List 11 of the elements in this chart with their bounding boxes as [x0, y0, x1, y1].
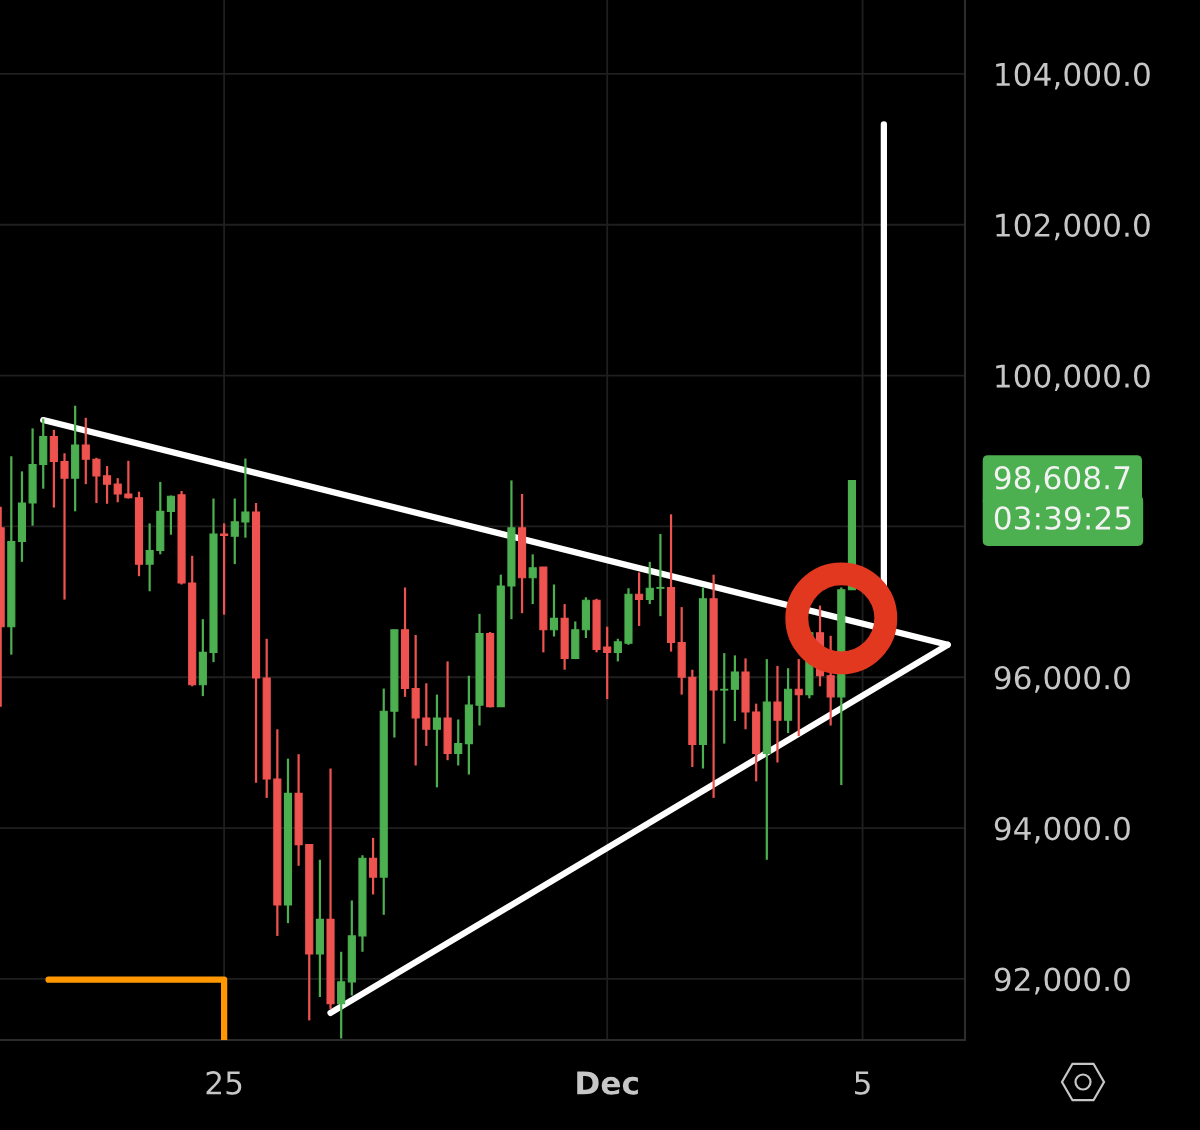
y-tick-label: 96,000.0	[994, 665, 1130, 693]
y-tick-label: 100,000.0	[996, 364, 1150, 392]
y-tick-label: 92,000.0	[994, 967, 1130, 995]
y-tick-label: 104,000.0	[996, 62, 1150, 90]
text: 03:39:25	[994, 506, 1131, 530]
x-tick-label: 25	[206, 1071, 242, 1095]
x-tick-label: Dec	[577, 1071, 638, 1095]
text: 98,608.7	[994, 465, 1130, 493]
y-tick-label: 102,000.0	[996, 213, 1150, 241]
x-tick-label: 5	[855, 1071, 870, 1095]
y-tick-label: 94,000.0	[994, 816, 1130, 844]
